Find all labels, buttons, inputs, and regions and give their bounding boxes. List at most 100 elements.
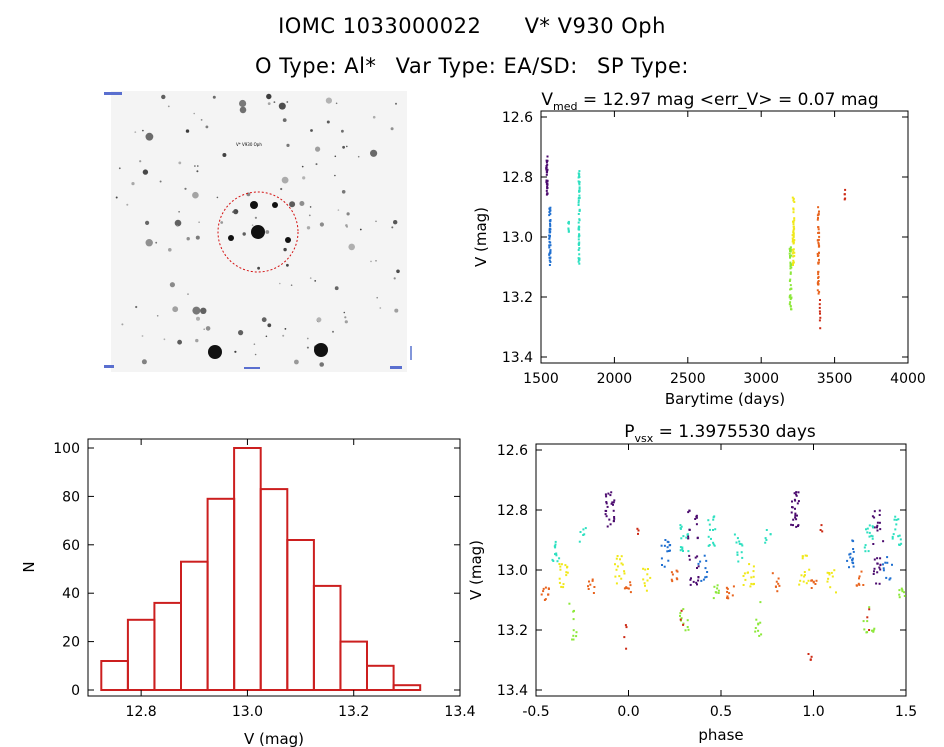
- phased-point: [713, 585, 716, 588]
- phased-point: [697, 562, 700, 565]
- phased-point: [758, 634, 761, 637]
- phased-point: [611, 501, 614, 504]
- histogram-xlabel: V (mag): [244, 730, 304, 747]
- phased-point: [645, 589, 648, 592]
- phased-point: [796, 514, 798, 517]
- lightcurve-point: [546, 168, 549, 171]
- histogram-bar: [392, 684, 422, 692]
- phased-point: [860, 570, 863, 573]
- lightcurve-point: [790, 254, 793, 257]
- phased-point: [872, 630, 875, 633]
- phased-point: [695, 515, 698, 518]
- phased-point: [605, 515, 608, 518]
- field-star: [145, 132, 154, 141]
- phased-point: [713, 515, 716, 518]
- phased-point: [671, 580, 674, 583]
- lightcurve-point: [578, 182, 581, 184]
- phased-point: [614, 563, 616, 566]
- lightcurve-point: [548, 244, 551, 247]
- field-star: [393, 277, 396, 280]
- phased-point: [755, 618, 758, 621]
- y-tick-label: 12.6: [497, 443, 528, 459]
- lightcurve-point: [567, 230, 570, 233]
- field-star: [145, 239, 153, 247]
- phased-point: [867, 550, 870, 553]
- phased-point: [848, 553, 851, 556]
- phased-point: [866, 620, 869, 623]
- phased-point: [863, 546, 866, 549]
- lightcurve-axes: [540, 110, 909, 364]
- phased-point: [876, 562, 879, 565]
- phased-point: [893, 518, 896, 521]
- field-star: [286, 263, 289, 267]
- phased-point: [680, 609, 683, 612]
- field-star: [289, 201, 296, 208]
- lightcurve-point: [549, 228, 552, 231]
- lightcurve-point: [578, 187, 581, 190]
- field-star: [286, 143, 290, 147]
- phased-point: [800, 574, 803, 577]
- phased-point: [866, 527, 869, 530]
- phased-point: [560, 563, 563, 566]
- lightcurve-point: [844, 188, 847, 191]
- lightcurve-point: [577, 204, 580, 206]
- phased-point: [614, 575, 617, 578]
- phased-point: [871, 525, 874, 528]
- phased-point: [712, 541, 715, 544]
- lightcurve-point: [577, 228, 580, 231]
- phased-point: [879, 568, 882, 571]
- lightcurve-point: [816, 239, 819, 242]
- field-star: [159, 180, 162, 183]
- phased-point: [661, 564, 663, 566]
- field-star: [319, 222, 324, 227]
- field-star: [319, 362, 325, 367]
- phased-point: [803, 571, 806, 573]
- phased-point: [608, 518, 611, 521]
- phased-point: [707, 544, 710, 547]
- phased-point: [750, 576, 753, 579]
- field-star: [376, 296, 379, 299]
- phased-point: [707, 535, 710, 538]
- lightcurve-point: [578, 247, 581, 250]
- phased-point: [613, 499, 616, 502]
- lightcurve-point: [789, 298, 792, 301]
- lightcurve-point: [817, 254, 820, 257]
- lightcurve-point: [567, 228, 570, 231]
- lightcurve-point: [791, 240, 794, 243]
- phased-axes: [535, 443, 907, 697]
- phased-point: [572, 634, 575, 637]
- lightcurve-point: [819, 299, 821, 301]
- field-star: [135, 305, 138, 309]
- phased-point: [862, 584, 865, 586]
- phased-point: [764, 537, 767, 540]
- field-star: [267, 323, 272, 328]
- lightcurve-point: [549, 244, 552, 247]
- phased-point: [696, 537, 699, 540]
- phased-point: [695, 516, 698, 519]
- phased-point: [873, 570, 875, 573]
- phased-point: [575, 635, 578, 638]
- phased-point: [717, 592, 720, 594]
- phased-point: [810, 587, 813, 589]
- phased-point: [644, 584, 646, 587]
- phased-point: [554, 543, 557, 546]
- phased-point: [884, 561, 887, 564]
- phased-point: [587, 585, 589, 588]
- lightcurve-point: [817, 280, 820, 282]
- field-star: [282, 334, 285, 337]
- phased-point: [754, 627, 757, 629]
- field-star: [315, 146, 321, 152]
- lightcurve-point: [789, 271, 792, 274]
- lightcurve-point: [793, 239, 796, 242]
- phased-point: [620, 562, 623, 565]
- lightcurve-point: [789, 267, 792, 270]
- lightcurve-point: [818, 319, 821, 322]
- lightcurve-xlabel: Barytime (days): [665, 390, 785, 408]
- phased-point: [613, 516, 616, 518]
- finder-target-label: V* V930 Oph: [236, 142, 262, 147]
- phased-point: [593, 586, 596, 588]
- lightcurve-point: [792, 197, 795, 200]
- field-star: [284, 328, 287, 330]
- phased-point: [726, 595, 729, 598]
- field-star: [118, 167, 121, 170]
